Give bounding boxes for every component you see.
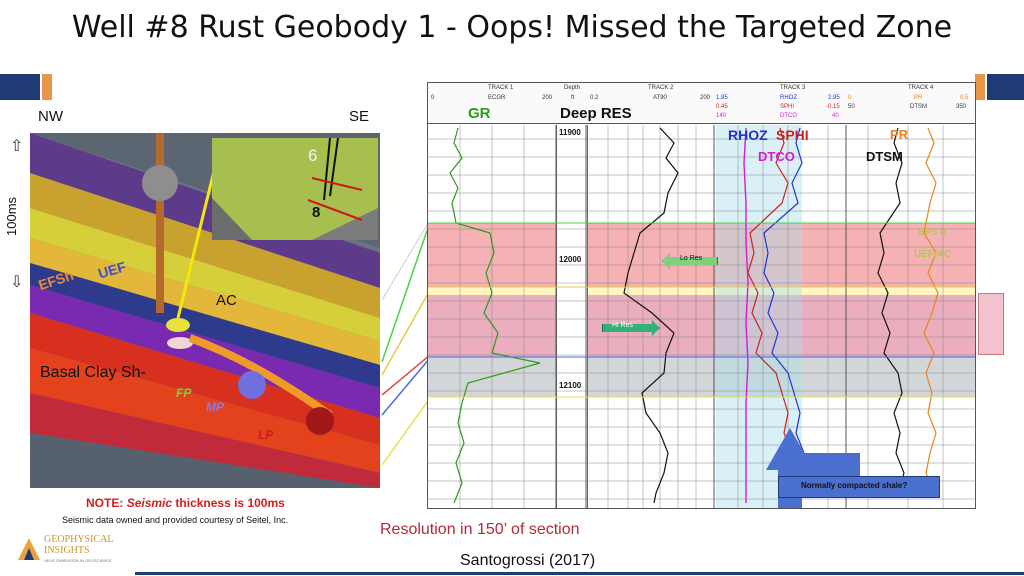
dtsm-curve-label: DTSM xyxy=(866,149,903,164)
sphi-curve-label: SPHI xyxy=(776,127,809,143)
company-logo: GEOPHYSICAL INSIGHTS NEUE DIMENSION IN G… xyxy=(16,534,136,570)
compaction-label-box: Normally compacted shale? xyxy=(778,476,940,498)
inset-well-6-label: 6 xyxy=(308,146,318,165)
hdr-depth-unit: ft xyxy=(571,95,575,101)
zone-band-yellow xyxy=(428,287,975,295)
hdr-rhoz-max: 2.95 xyxy=(828,95,840,101)
depth-12000: 12000 xyxy=(559,255,582,264)
hdr-dtco-min: 140 xyxy=(716,113,727,119)
horizon-ac-label: AC xyxy=(216,292,237,309)
hdr-dtsm: DTSM xyxy=(910,104,927,110)
gr-curve-label: GR xyxy=(468,105,491,122)
inset-map: 6 8 xyxy=(212,138,378,240)
inset-well-8-label: 8 xyxy=(312,204,321,221)
rhoz-curve-label: RHOZ xyxy=(728,127,768,143)
scale-label: 100ms xyxy=(4,196,19,236)
left-accent-bar xyxy=(0,74,40,100)
slide-title: Well #8 Rust Geobody 1 - Oops! Missed th… xyxy=(71,10,953,45)
note-emph: Seismic xyxy=(126,496,173,510)
compaction-label: Normally compacted shale? xyxy=(801,481,908,490)
hdr-rhoz-min: 1.95 xyxy=(716,95,728,101)
log-curves xyxy=(428,125,975,508)
hdr-dtsm-min: 50 xyxy=(848,104,855,110)
hdr-pr-min: 0 xyxy=(848,95,852,101)
horizon-fp-label: FP xyxy=(176,386,192,400)
hdr-dtco: DTCO xyxy=(780,113,797,119)
left-accent-stripe xyxy=(42,74,52,100)
hdr-ecgr-max: 200 xyxy=(542,95,553,101)
dtco-curve-label: DTCO xyxy=(758,149,795,164)
logo-line1: GEOPHYSICAL xyxy=(44,534,114,545)
hdr-ecgr: ECGR xyxy=(488,95,506,101)
zone-a-label: EFS h xyxy=(918,227,947,238)
se-label: SE xyxy=(349,108,370,125)
resolution-note: Resolution in 150’ of section xyxy=(380,521,580,538)
pr-curve-label: PR xyxy=(890,127,909,142)
courtesy-text: Seismic data owned and provided courtesy… xyxy=(62,515,289,525)
logo-tagline: NEUE DIMENSION IN GEOSCIENCE xyxy=(44,558,112,563)
citation: Santogrossi (2017) xyxy=(460,552,596,569)
seismic-thickness-note: NOTE: Seismic thickness is 100ms xyxy=(86,496,285,510)
depth-11900: 11900 xyxy=(559,128,581,137)
hdr-track4: TRACK 4 xyxy=(908,85,934,91)
hdr-track2: TRACK 2 xyxy=(648,85,674,91)
horizon-lp-label: LP xyxy=(258,428,274,442)
hdr-ecgr-min: 0 xyxy=(431,95,435,101)
zone-b-label: UEF/AC xyxy=(914,249,952,260)
nw-label: NW xyxy=(38,108,63,125)
hdr-pr: PR xyxy=(914,95,923,101)
side-marker-box xyxy=(978,293,1004,355)
right-accent-stripe xyxy=(975,74,985,100)
hdr-sphi-max: -0.15 xyxy=(826,104,840,110)
hdr-sphi: SPHI xyxy=(780,104,795,110)
log-header: TRACK 1 ECGR 0 200 Depth ft TRACK 2 AT90… xyxy=(428,83,975,124)
hdr-track1: TRACK 1 xyxy=(488,85,514,91)
hdr-dtsm-max: 350 xyxy=(956,104,967,110)
hdr-rhoz: RHOZ xyxy=(780,95,797,101)
zone-band-gray xyxy=(428,357,975,397)
hdr-dtco-max: 40 xyxy=(832,113,839,119)
note-prefix: NOTE: xyxy=(86,496,124,510)
hdr-pr-max: 0.5 xyxy=(960,95,969,101)
hdr-at90: AT90 xyxy=(653,95,667,101)
hi-res-label: Hi Res xyxy=(612,322,634,329)
hdr-track3: TRACK 3 xyxy=(780,85,806,91)
logo-line2: INSIGHTS xyxy=(44,545,90,556)
horizon-mp-label: MP xyxy=(206,400,224,414)
inset-map-image xyxy=(212,138,378,240)
right-accent-bar xyxy=(987,74,1024,100)
hdr-at90-max: 200 xyxy=(700,95,711,101)
depth-12100: 12100 xyxy=(559,381,582,390)
note-suffix: thickness is 100ms xyxy=(175,496,285,510)
down-arrow-icon: ⇩ xyxy=(10,274,24,291)
hdr-sphi-min: 0.45 xyxy=(716,104,728,110)
logo-mark-icon xyxy=(18,538,40,560)
hdr-depth: Depth xyxy=(564,85,581,91)
well-log-panel: TRACK 1 ECGR 0 200 Depth ft TRACK 2 AT90… xyxy=(427,82,976,509)
up-arrow-icon: ⇧ xyxy=(10,138,24,155)
basal-clay-label: Basal Clay Sh- xyxy=(40,364,146,381)
hdr-at90-min: 0.2 xyxy=(590,95,599,101)
lo-res-label: Lo Res xyxy=(680,255,703,262)
deep-res-curve-label: Deep RES xyxy=(560,105,632,122)
footer-line xyxy=(135,572,1024,575)
